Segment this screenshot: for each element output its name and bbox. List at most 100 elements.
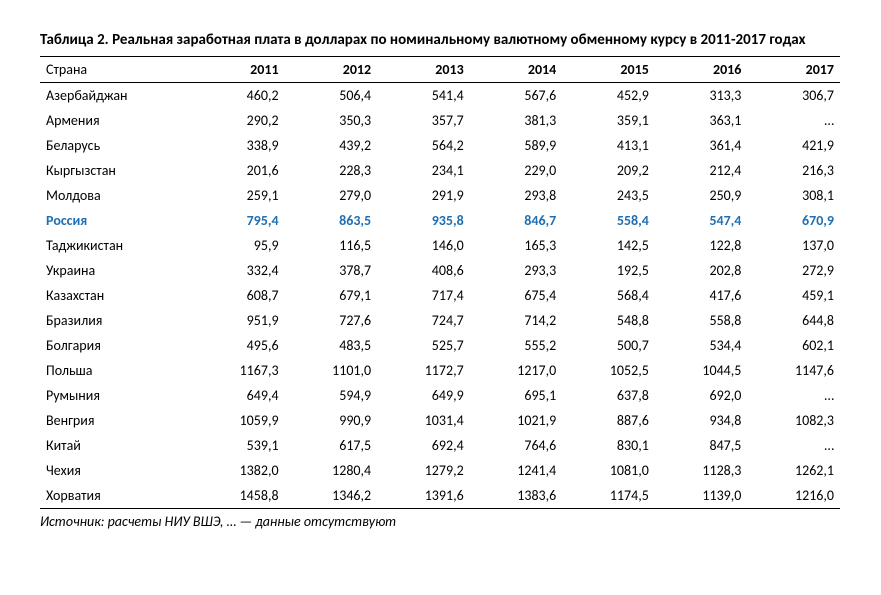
cell-value: 308,1 [747,183,840,208]
cell-value: 558,8 [655,308,748,333]
col-2017: 2017 [747,57,840,83]
cell-country: Румыния [40,383,192,408]
table-row: Армения290,2350,3357,7381,3359,1363,1… [40,108,840,133]
cell-value: 459,1 [747,283,840,308]
cell-value: 594,9 [285,383,378,408]
cell-value: 589,9 [470,133,563,158]
cell-value: 1217,0 [470,358,563,383]
cell-value: 675,4 [470,283,563,308]
cell-value: 1059,9 [192,408,285,433]
cell-value: 830,1 [562,433,655,458]
cell-value: 1382,0 [192,458,285,483]
cell-value: 146,0 [377,233,470,258]
cell-value: 1031,4 [377,408,470,433]
cell-value: 137,0 [747,233,840,258]
table-row: Россия795,4863,5935,8846,7558,4547,4670,… [40,208,840,233]
cell-value: 608,7 [192,283,285,308]
cell-value: 1081,0 [562,458,655,483]
table-row: Таджикистан95,9116,5146,0165,3142,5122,8… [40,233,840,258]
cell-country: Украина [40,258,192,283]
col-2012: 2012 [285,57,378,83]
cell-value: 291,9 [377,183,470,208]
cell-value: 201,6 [192,158,285,183]
cell-value: 279,0 [285,183,378,208]
col-2014: 2014 [470,57,563,83]
cell-value: 506,4 [285,83,378,109]
cell-value: 764,6 [470,433,563,458]
col-2011: 2011 [192,57,285,83]
cell-value: 1147,6 [747,358,840,383]
cell-value: 670,9 [747,208,840,233]
cell-value: 1216,0 [747,483,840,509]
cell-value: 1021,9 [470,408,563,433]
cell-value: 95,9 [192,233,285,258]
cell-value: 1052,5 [562,358,655,383]
cell-value: 568,4 [562,283,655,308]
cell-value: 649,4 [192,383,285,408]
cell-country: Кыргызстан [40,158,192,183]
cell-country: Венгрия [40,408,192,433]
cell-country: Болгария [40,333,192,358]
cell-value: 413,1 [562,133,655,158]
cell-value: 338,9 [192,133,285,158]
cell-value: 1391,6 [377,483,470,509]
cell-value: … [747,383,840,408]
cell-value: 212,4 [655,158,748,183]
cell-value: 1262,1 [747,458,840,483]
table-title: Таблица 2. Реальная заработная плата в д… [40,30,840,50]
cell-value: 234,1 [377,158,470,183]
cell-value: 548,8 [562,308,655,333]
table-row: Бразилия951,9727,6724,7714,2548,8558,864… [40,308,840,333]
cell-value: 142,5 [562,233,655,258]
table-row: Беларусь338,9439,2564,2589,9413,1361,442… [40,133,840,158]
cell-value: 951,9 [192,308,285,333]
cell-value: 679,1 [285,283,378,308]
cell-value: 229,0 [470,158,563,183]
cell-value: 350,3 [285,108,378,133]
cell-value: 558,4 [562,208,655,233]
cell-value: 381,3 [470,108,563,133]
cell-value: 547,4 [655,208,748,233]
cell-value: 564,2 [377,133,470,158]
table-row: Азербайджан460,2506,4541,4567,6452,9313,… [40,83,840,109]
table-row: Молдова259,1279,0291,9293,8243,5250,9308… [40,183,840,208]
wage-table: Страна 2011 2012 2013 2014 2015 2016 201… [40,56,840,509]
cell-value: 439,2 [285,133,378,158]
cell-value: 165,3 [470,233,563,258]
cell-country: Армения [40,108,192,133]
col-2013: 2013 [377,57,470,83]
cell-country: Польша [40,358,192,383]
cell-value: 460,2 [192,83,285,109]
cell-value: 887,6 [562,408,655,433]
cell-value: 357,7 [377,108,470,133]
cell-value: 990,9 [285,408,378,433]
cell-value: 863,5 [285,208,378,233]
col-country: Страна [40,57,192,83]
cell-value: 1082,3 [747,408,840,433]
cell-value: 649,9 [377,383,470,408]
cell-value: 1241,4 [470,458,563,483]
cell-value: 1101,0 [285,358,378,383]
cell-value: 495,6 [192,333,285,358]
cell-value: 122,8 [655,233,748,258]
cell-value: 202,8 [655,258,748,283]
cell-country: Россия [40,208,192,233]
cell-value: 692,0 [655,383,748,408]
cell-value: 500,7 [562,333,655,358]
cell-value: 1383,6 [470,483,563,509]
cell-value: 421,9 [747,133,840,158]
cell-value: 714,2 [470,308,563,333]
cell-value: 408,6 [377,258,470,283]
cell-value: 617,5 [285,433,378,458]
table-row: Казахстан608,7679,1717,4675,4568,4417,64… [40,283,840,308]
cell-value: 644,8 [747,308,840,333]
cell-value: 378,7 [285,258,378,283]
cell-value: 847,5 [655,433,748,458]
cell-value: 724,7 [377,308,470,333]
cell-value: 846,7 [470,208,563,233]
cell-value: 1167,3 [192,358,285,383]
cell-value: 539,1 [192,433,285,458]
cell-value: 116,5 [285,233,378,258]
cell-value: 1128,3 [655,458,748,483]
cell-value: 452,9 [562,83,655,109]
